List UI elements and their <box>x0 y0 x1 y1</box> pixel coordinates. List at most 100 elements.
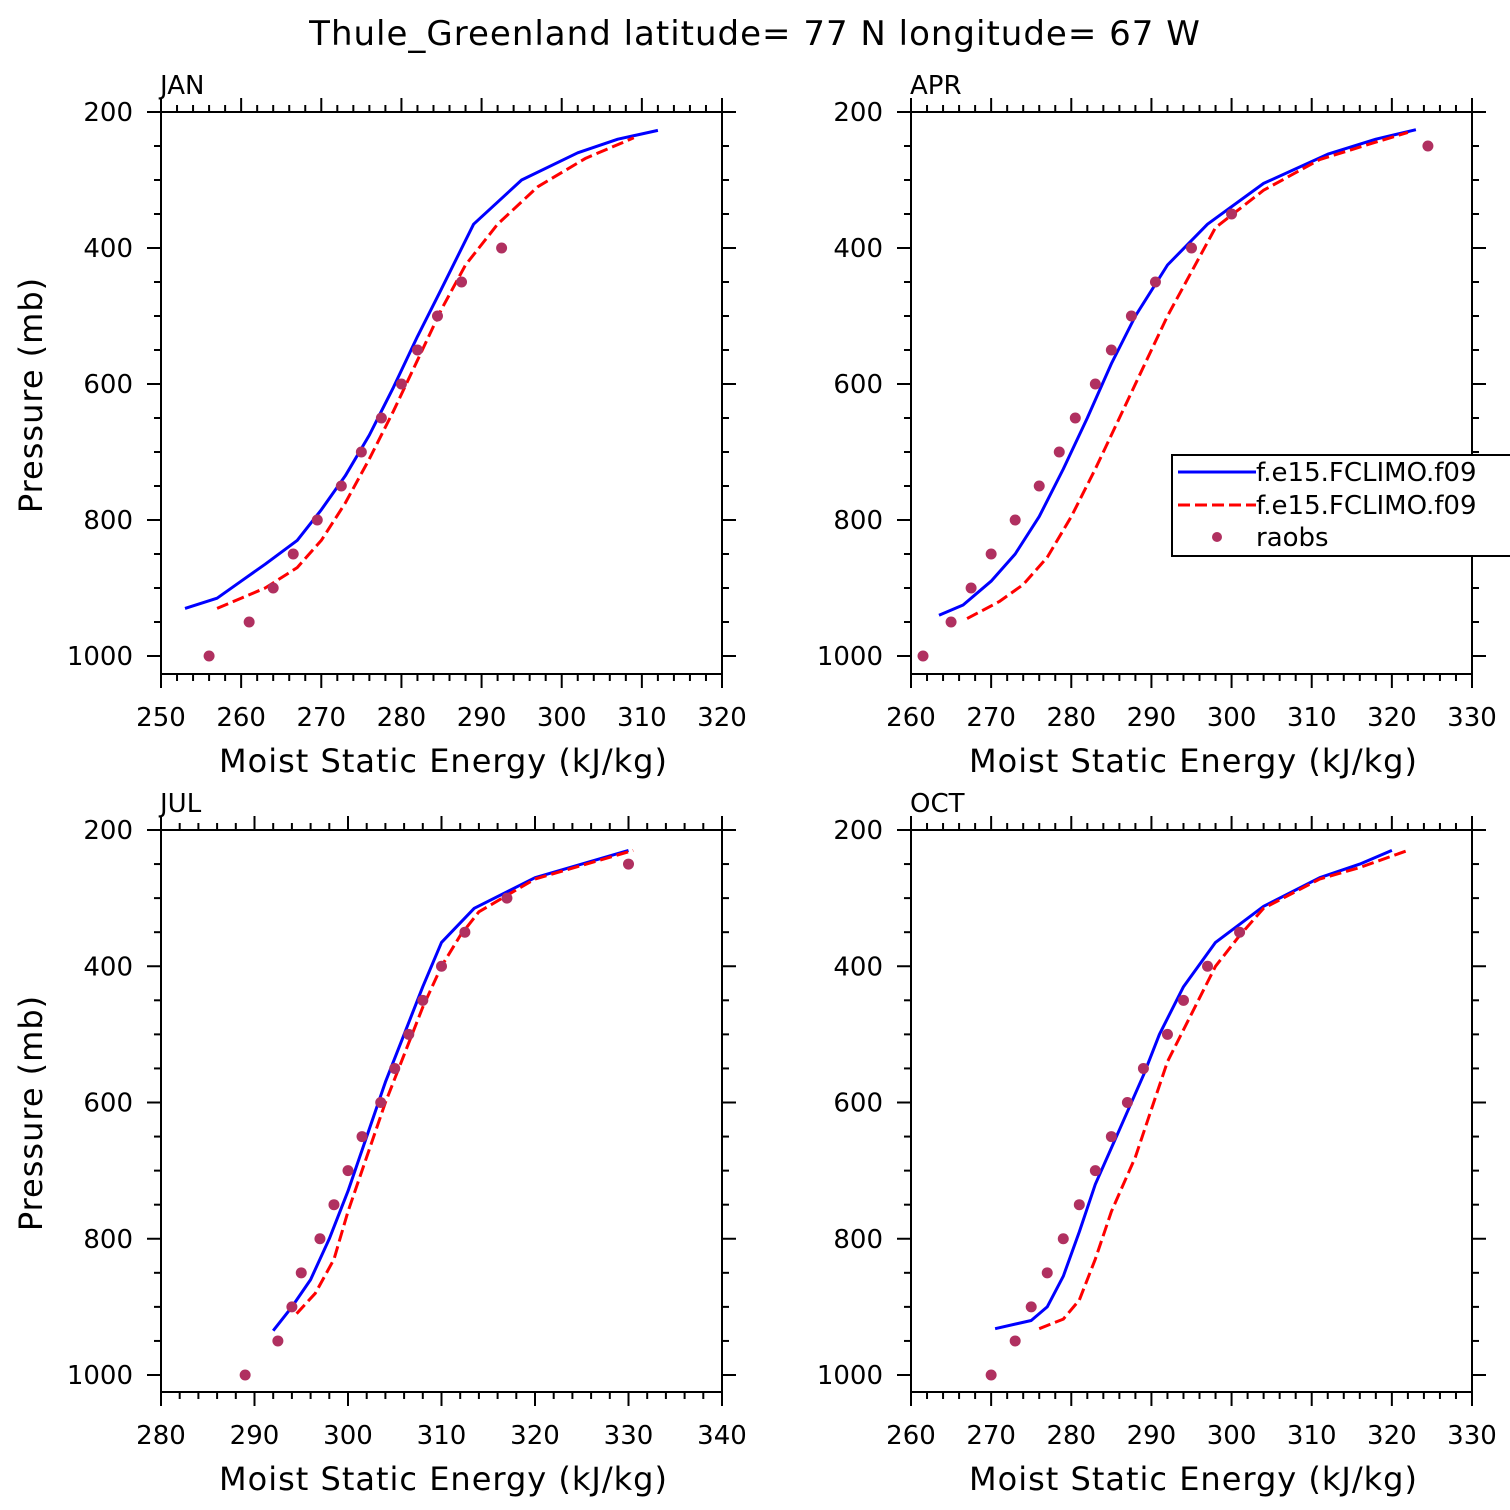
panel-label: OCT <box>910 789 965 819</box>
raobs-point <box>965 582 977 594</box>
raobs-point <box>272 1335 284 1347</box>
series-line-solid <box>184 128 659 610</box>
y-tick-label: 200 <box>833 98 883 128</box>
x-tick-label: 320 <box>697 703 747 733</box>
x-axis-label: Moist Static Energy (kJ/kg) <box>969 742 1418 780</box>
series-line-solid <box>272 848 629 1332</box>
x-tick-label: 250 <box>136 703 186 733</box>
y-tick-label: 600 <box>83 370 133 400</box>
y-tick-label: 800 <box>83 1225 133 1255</box>
raobs-point <box>267 582 279 594</box>
panel-label: APR <box>910 71 962 101</box>
raobs-point <box>1053 446 1065 458</box>
raobs-point <box>1186 242 1197 254</box>
raobs-point <box>203 650 215 662</box>
panel-apr: APR 260 270 280 290 300 310 320 330 200 400 600 800 1… <box>817 71 1497 780</box>
panel-jul: JUL 280 290 300 310 320 330 340 200 400 600 800 1000… <box>12 789 747 1498</box>
y-axis-label: Pressure (mb) <box>12 995 50 1231</box>
raobs-point <box>1161 1028 1173 1040</box>
panel-label: JUL <box>158 789 202 819</box>
raobs-point <box>356 1131 368 1143</box>
y-tick-label: 400 <box>83 952 133 982</box>
raobs-point <box>417 994 429 1006</box>
x-tick-label: 330 <box>604 1421 654 1451</box>
series-line-dashed <box>216 136 635 610</box>
raobs-point <box>375 1097 387 1108</box>
raobs-point <box>1234 926 1246 938</box>
raobs-point <box>436 960 447 972</box>
x-tick-label: 320 <box>1367 1421 1417 1451</box>
x-tick-label: 320 <box>1367 703 1417 733</box>
y-tick-label: 1000 <box>67 1361 133 1391</box>
raobs-point <box>501 892 513 904</box>
raobs-point <box>314 1233 326 1245</box>
raobs-point <box>623 858 634 870</box>
y-tick-label: 1000 <box>817 642 883 672</box>
y-tick-label: 1000 <box>817 1361 883 1391</box>
x-axis-label: Moist Static Energy (kJ/kg) <box>969 1460 1418 1498</box>
raobs-point <box>1009 514 1021 526</box>
x-tick-label: 290 <box>1127 1421 1177 1451</box>
raobs-point <box>342 1165 354 1177</box>
x-tick-label: 280 <box>1046 703 1096 733</box>
x-tick-label: 280 <box>377 703 427 733</box>
raobs-point <box>459 926 471 938</box>
x-tick-label: 300 <box>1207 1421 1257 1451</box>
y-tick-label: 400 <box>833 952 883 982</box>
raobs-point <box>411 344 423 356</box>
raobs-point <box>1025 1301 1037 1313</box>
y-tick-label: 200 <box>833 816 883 846</box>
legend-raobs-marker <box>1212 532 1222 542</box>
series-line-solid <box>994 849 1393 1331</box>
raobs-point <box>1105 1131 1117 1143</box>
plot-frame <box>910 111 1473 675</box>
raobs-point <box>1177 994 1189 1006</box>
raobs-point <box>945 616 957 628</box>
panel-jan: JAN 250 260 270 280 290 300 310 320 200 400 600 800 1… <box>12 71 747 780</box>
x-tick-label: 270 <box>296 703 346 733</box>
raobs-point <box>431 310 443 322</box>
x-tick-label: 330 <box>1447 1421 1497 1451</box>
raobs-point <box>239 1369 251 1381</box>
x-tick-label: 260 <box>886 1421 936 1451</box>
raobs-point <box>1125 310 1137 322</box>
x-tick-label: 260 <box>886 703 936 733</box>
x-axis-label: Moist Static Energy (kJ/kg) <box>219 742 668 780</box>
raobs-point <box>335 480 347 492</box>
x-tick-label: 290 <box>457 703 507 733</box>
plot-frame <box>160 829 723 1393</box>
x-tick-label: 300 <box>323 1421 373 1451</box>
legend-label-raobs: raobs <box>1256 523 1329 553</box>
raobs-point <box>1009 1335 1021 1347</box>
legend-label-solid: f.e15.FCLIMO.f09 <box>1256 458 1476 488</box>
x-tick-label: 270 <box>966 1421 1016 1451</box>
x-tick-label: 300 <box>537 703 587 733</box>
legend: f.e15.FCLIMO.f09 f.e15.FCLIMO.f09 raobs <box>1171 454 1510 557</box>
raobs-point <box>1069 412 1081 424</box>
raobs-point <box>1033 480 1045 492</box>
x-tick-label: 290 <box>1127 703 1177 733</box>
plot-frame <box>910 829 1473 1393</box>
panel-label: JAN <box>158 71 204 101</box>
y-tick-label: 200 <box>83 816 133 846</box>
y-tick-label: 1000 <box>67 642 133 672</box>
raobs-point <box>1422 140 1434 152</box>
series-line-solid <box>938 128 1417 617</box>
y-tick-label: 600 <box>83 1089 133 1119</box>
y-tick-label: 800 <box>833 506 883 536</box>
x-tick-label: 310 <box>1287 1421 1337 1451</box>
raobs-point <box>389 1062 401 1074</box>
y-tick-label: 800 <box>83 506 133 536</box>
y-tick-label: 400 <box>83 234 133 264</box>
figure-title: Thule_Greenland latitude= 77 N longitude… <box>308 14 1201 54</box>
raobs-point <box>328 1199 340 1211</box>
plot-frame <box>160 111 723 675</box>
raobs-point <box>1226 208 1238 220</box>
x-tick-label: 280 <box>136 1421 186 1451</box>
raobs-point <box>403 1028 415 1040</box>
raobs-point <box>1149 276 1161 288</box>
raobs-point <box>1041 1267 1053 1279</box>
raobs-point <box>287 548 299 560</box>
raobs-point <box>985 1369 997 1381</box>
y-axis-label: Pressure (mb) <box>12 277 50 513</box>
